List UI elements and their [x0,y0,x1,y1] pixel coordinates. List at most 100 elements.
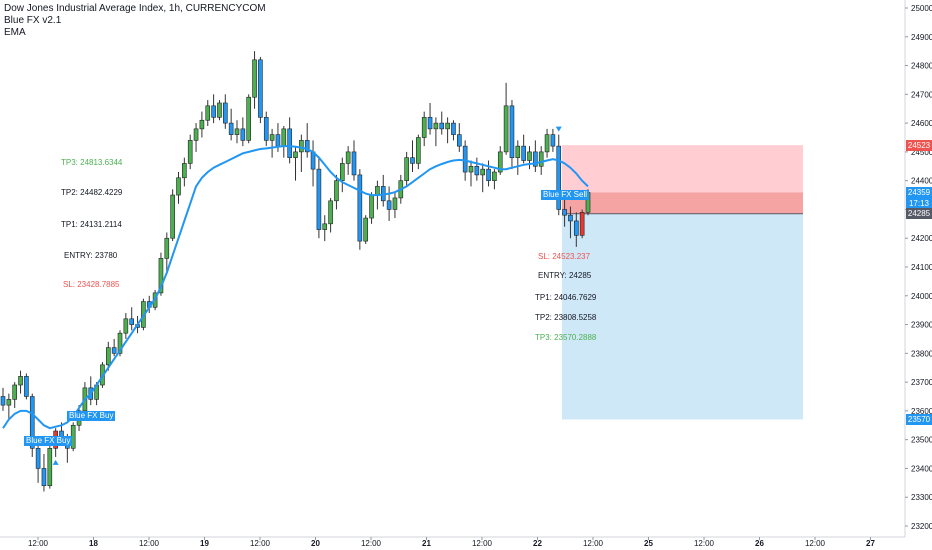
candle [550,134,556,147]
buy-signal-arrow [52,459,59,465]
candle [451,122,456,135]
candle [41,468,47,487]
time-axis-label: 12:00 [250,539,271,548]
candle [533,151,538,167]
candle [293,151,298,158]
time-axis-label: 12:00 [139,539,160,548]
time-axis-label: 26 [755,539,764,548]
candle [369,194,374,219]
price-axis-label: 23400 [911,464,932,473]
take-profit-zone [562,213,803,420]
candle [322,223,328,230]
chart-title: Dow Jones Industrial Average Index, 1h, … [4,3,266,14]
time-axis-label: 12:00 [805,539,826,548]
candle [404,157,409,181]
time-axis-label: 12:00 [361,539,382,548]
price-axis-label: 23900 [911,321,932,330]
candle [29,396,35,449]
candle [269,134,275,141]
current-price-tag: 24359 [906,186,932,198]
candle [287,128,292,158]
candle [363,217,369,242]
candle [170,194,175,239]
candle [339,163,345,181]
candle [357,174,363,242]
candle [281,128,287,147]
sell-tp2-label: TP2: 23808.5258 [535,313,597,322]
candle [462,145,468,173]
candle [199,119,205,130]
candle [503,105,509,153]
candle [123,318,129,334]
sell-signal-label[interactable]: Blue FX Sell [541,190,590,200]
candle [375,186,380,196]
candle [205,105,211,121]
ema-line [2,145,589,430]
candle [234,128,240,135]
sell-tp3-label: TP3: 23570.2888 [535,333,597,342]
candle [176,177,181,196]
price-axis-label: 23500 [911,436,932,445]
sell-tp1-label: TP1: 24046.7629 [535,293,597,302]
buy-entry-label: ENTRY: 23780 [64,251,118,260]
candle [386,200,392,210]
sell-entry-label: ENTRY: 24285 [538,271,592,280]
candle [568,214,573,222]
candle [421,117,427,138]
candle [334,180,339,202]
candle [240,128,246,141]
buy-sl-label: SL: 23428.7885 [63,280,120,289]
price-axis-label: 24400 [911,177,932,186]
entry-price-tag: 24285 [906,208,932,220]
price-axis-label: 23200 [911,522,932,531]
time-axis-label: 12:00 [583,539,604,548]
buy-signal-label-1[interactable]: Blue FX Buy [67,411,116,421]
indicator-ema[interactable]: EMA [4,27,26,38]
price-axis-label: 23600 [911,407,932,416]
candle [410,157,415,164]
candle [228,122,234,135]
candle [246,96,251,141]
buy-tp1-label: TP1: 24131.2114 [61,220,122,229]
indicator-blue-fx[interactable]: Blue FX v2.1 [4,15,62,26]
buy-signal-label-2[interactable]: Blue FX Buy [24,436,73,446]
candle [468,165,474,173]
time-axis-label: 18 [89,539,98,548]
candle [12,384,17,400]
price-axis-label: 24800 [911,62,932,71]
candle [527,151,532,161]
sell-signal-arrow [555,126,562,132]
candle [106,347,111,366]
time-axis-label: 12:00 [472,539,493,548]
candle [480,168,486,176]
target-price-tag: 23570 [906,413,932,425]
candle [433,122,439,130]
candle [497,151,503,173]
time-axis-label: 12:00 [28,539,49,548]
time-axis-label: 12:00 [694,539,715,548]
candle [515,145,521,158]
price-axis-label: 24700 [911,90,932,99]
candle [521,145,526,161]
candle [223,102,228,124]
candle [509,105,515,158]
candle [579,212,585,236]
candle [474,165,480,176]
candle [544,134,550,153]
candle [445,122,450,130]
candle [217,102,222,118]
time-axis-label: 21 [422,539,431,548]
candle [304,140,310,153]
candle [187,140,193,164]
price-axis-label: 24500 [911,148,932,157]
candle [316,168,322,230]
buy-tp2-label: TP2: 24482.4229 [61,188,123,197]
candle [392,197,398,210]
candle [439,122,445,130]
price-axis-label: 24900 [911,33,932,42]
candle [182,163,187,179]
candle [427,117,433,130]
candle [111,347,117,354]
